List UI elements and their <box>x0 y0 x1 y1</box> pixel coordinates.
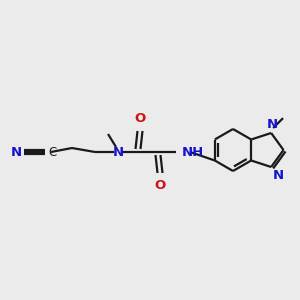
Text: O: O <box>134 112 146 125</box>
Text: N: N <box>112 146 124 158</box>
Text: N: N <box>11 146 22 158</box>
Text: N: N <box>273 169 284 182</box>
Text: O: O <box>154 179 166 192</box>
Text: C: C <box>48 146 56 158</box>
Text: N: N <box>267 118 278 131</box>
Text: NH: NH <box>182 146 204 158</box>
